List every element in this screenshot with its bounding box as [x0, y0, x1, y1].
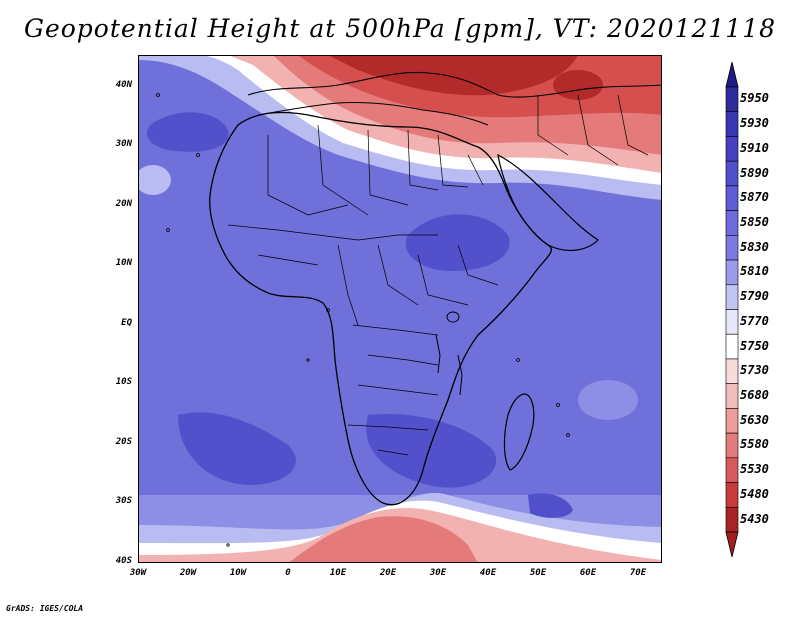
- colorbar-label-5810: 5810: [740, 264, 769, 279]
- islands: [156, 93, 570, 547]
- colorbar-cell-5810: [725, 259, 739, 286]
- colorbar-cell-5530: [725, 457, 739, 483]
- geopotential-height-map: [138, 55, 662, 563]
- lon-label-10e: 10E: [329, 568, 347, 578]
- lon-label-50e: 50E: [529, 568, 547, 578]
- colorbar-top-arrow: [725, 62, 739, 88]
- lake-malawi: [457, 354, 463, 396]
- lat-label-20s: 20S: [115, 437, 132, 447]
- field-patch-light-indian: [578, 380, 638, 420]
- grads-credit: GrADS: IGES/COLA: [6, 604, 84, 613]
- colorbar-cell-5430: [725, 506, 739, 533]
- colorbar-label-5730: 5730: [740, 363, 769, 378]
- colorbar-label-5830: 5830: [740, 239, 769, 254]
- field-band-north-6: [328, 55, 578, 96]
- colorbar-cell-5950: [725, 86, 739, 113]
- colorbar-label-5630: 5630: [740, 412, 769, 427]
- colorbar-label-5680: 5680: [740, 388, 769, 403]
- colorbar-cells: [725, 86, 739, 533]
- lon-label-10w: 10W: [229, 568, 247, 578]
- lon-label-20e: 20E: [379, 568, 397, 578]
- lat-label-10s: 10S: [115, 377, 132, 387]
- lat-label-eq: EQ: [121, 318, 132, 328]
- lake-tanganyika: [435, 334, 441, 374]
- field-patch-atlantic-south: [178, 412, 296, 485]
- lon-label-30w: 30W: [129, 568, 147, 578]
- colorbar-cell-5480: [725, 482, 739, 508]
- field-band-south-5: [288, 516, 478, 563]
- colorbar-cell-5930: [725, 111, 739, 137]
- colorbar-label-5430: 5430: [740, 511, 769, 526]
- colorbar-label-5480: 5480: [740, 486, 769, 501]
- colorbar-label-5580: 5580: [740, 437, 769, 452]
- colorbar-cell-5730: [725, 358, 739, 384]
- lat-label-10n: 10N: [115, 258, 132, 268]
- colorbar-cell-5750: [725, 333, 739, 360]
- lat-label-30s: 30S: [115, 496, 132, 506]
- coastline-mediterranean: [257, 101, 489, 126]
- lon-label-30e: 30E: [429, 568, 447, 578]
- field-patch-sudan: [405, 214, 510, 271]
- lat-label-40s: 40S: [115, 556, 132, 566]
- colorbar-cell-5910: [725, 136, 739, 162]
- coastline-arabia: [497, 153, 599, 252]
- colorbar-cell-5790: [725, 284, 739, 310]
- colorbar-cell-5580: [725, 432, 739, 459]
- field-patch-south-africa: [366, 414, 497, 488]
- lon-label-0: 0: [285, 568, 291, 578]
- colorbar-label-5890: 5890: [740, 165, 769, 180]
- colorbar-cell-5630: [725, 408, 739, 434]
- colorbar: [725, 62, 739, 558]
- map-title: Geopotential Height at 500hPa [gpm], VT:…: [23, 14, 777, 43]
- lon-label-70e: 70E: [629, 568, 647, 578]
- colorbar-bottom-arrow: [725, 531, 739, 558]
- colorbar-cell-5680: [725, 383, 739, 409]
- colorbar-label-5750: 5750: [740, 338, 769, 353]
- colorbar-label-5790: 5790: [740, 289, 769, 304]
- colorbar-label-5950: 5950: [740, 91, 769, 106]
- lake-victoria: [446, 311, 460, 323]
- lon-label-20w: 20W: [179, 568, 197, 578]
- colorbar-cell-5870: [725, 185, 739, 211]
- colorbar-label-5870: 5870: [740, 190, 769, 205]
- colorbar-label-5850: 5850: [740, 214, 769, 229]
- colorbar-cell-5830: [725, 235, 739, 261]
- map-frame: [138, 55, 662, 563]
- colorbar-cell-5850: [725, 210, 739, 236]
- country-borders: [227, 94, 649, 456]
- field-patch-light-canary: [138, 165, 171, 195]
- coastline-madagascar: [503, 393, 535, 471]
- lat-label-30n: 30N: [115, 139, 132, 149]
- coastline-europe: [247, 71, 662, 98]
- lon-label-60e: 60E: [579, 568, 597, 578]
- coastline-africa: [209, 111, 552, 506]
- colorbar-label-5770: 5770: [740, 313, 769, 328]
- colorbar-label-5530: 5530: [740, 462, 769, 477]
- colorbar-label-5910: 5910: [740, 140, 769, 155]
- colorbar-label-5930: 5930: [740, 116, 769, 131]
- colorbar-cell-5890: [725, 160, 739, 187]
- field-patch-atlantic-north: [147, 112, 229, 152]
- colorbar-cell-5770: [725, 309, 739, 335]
- lat-label-20n: 20N: [115, 199, 132, 209]
- lon-label-40e: 40E: [479, 568, 497, 578]
- lat-label-40n: 40N: [115, 80, 132, 90]
- map-panel: [138, 55, 662, 563]
- field-patch-indian: [528, 493, 573, 518]
